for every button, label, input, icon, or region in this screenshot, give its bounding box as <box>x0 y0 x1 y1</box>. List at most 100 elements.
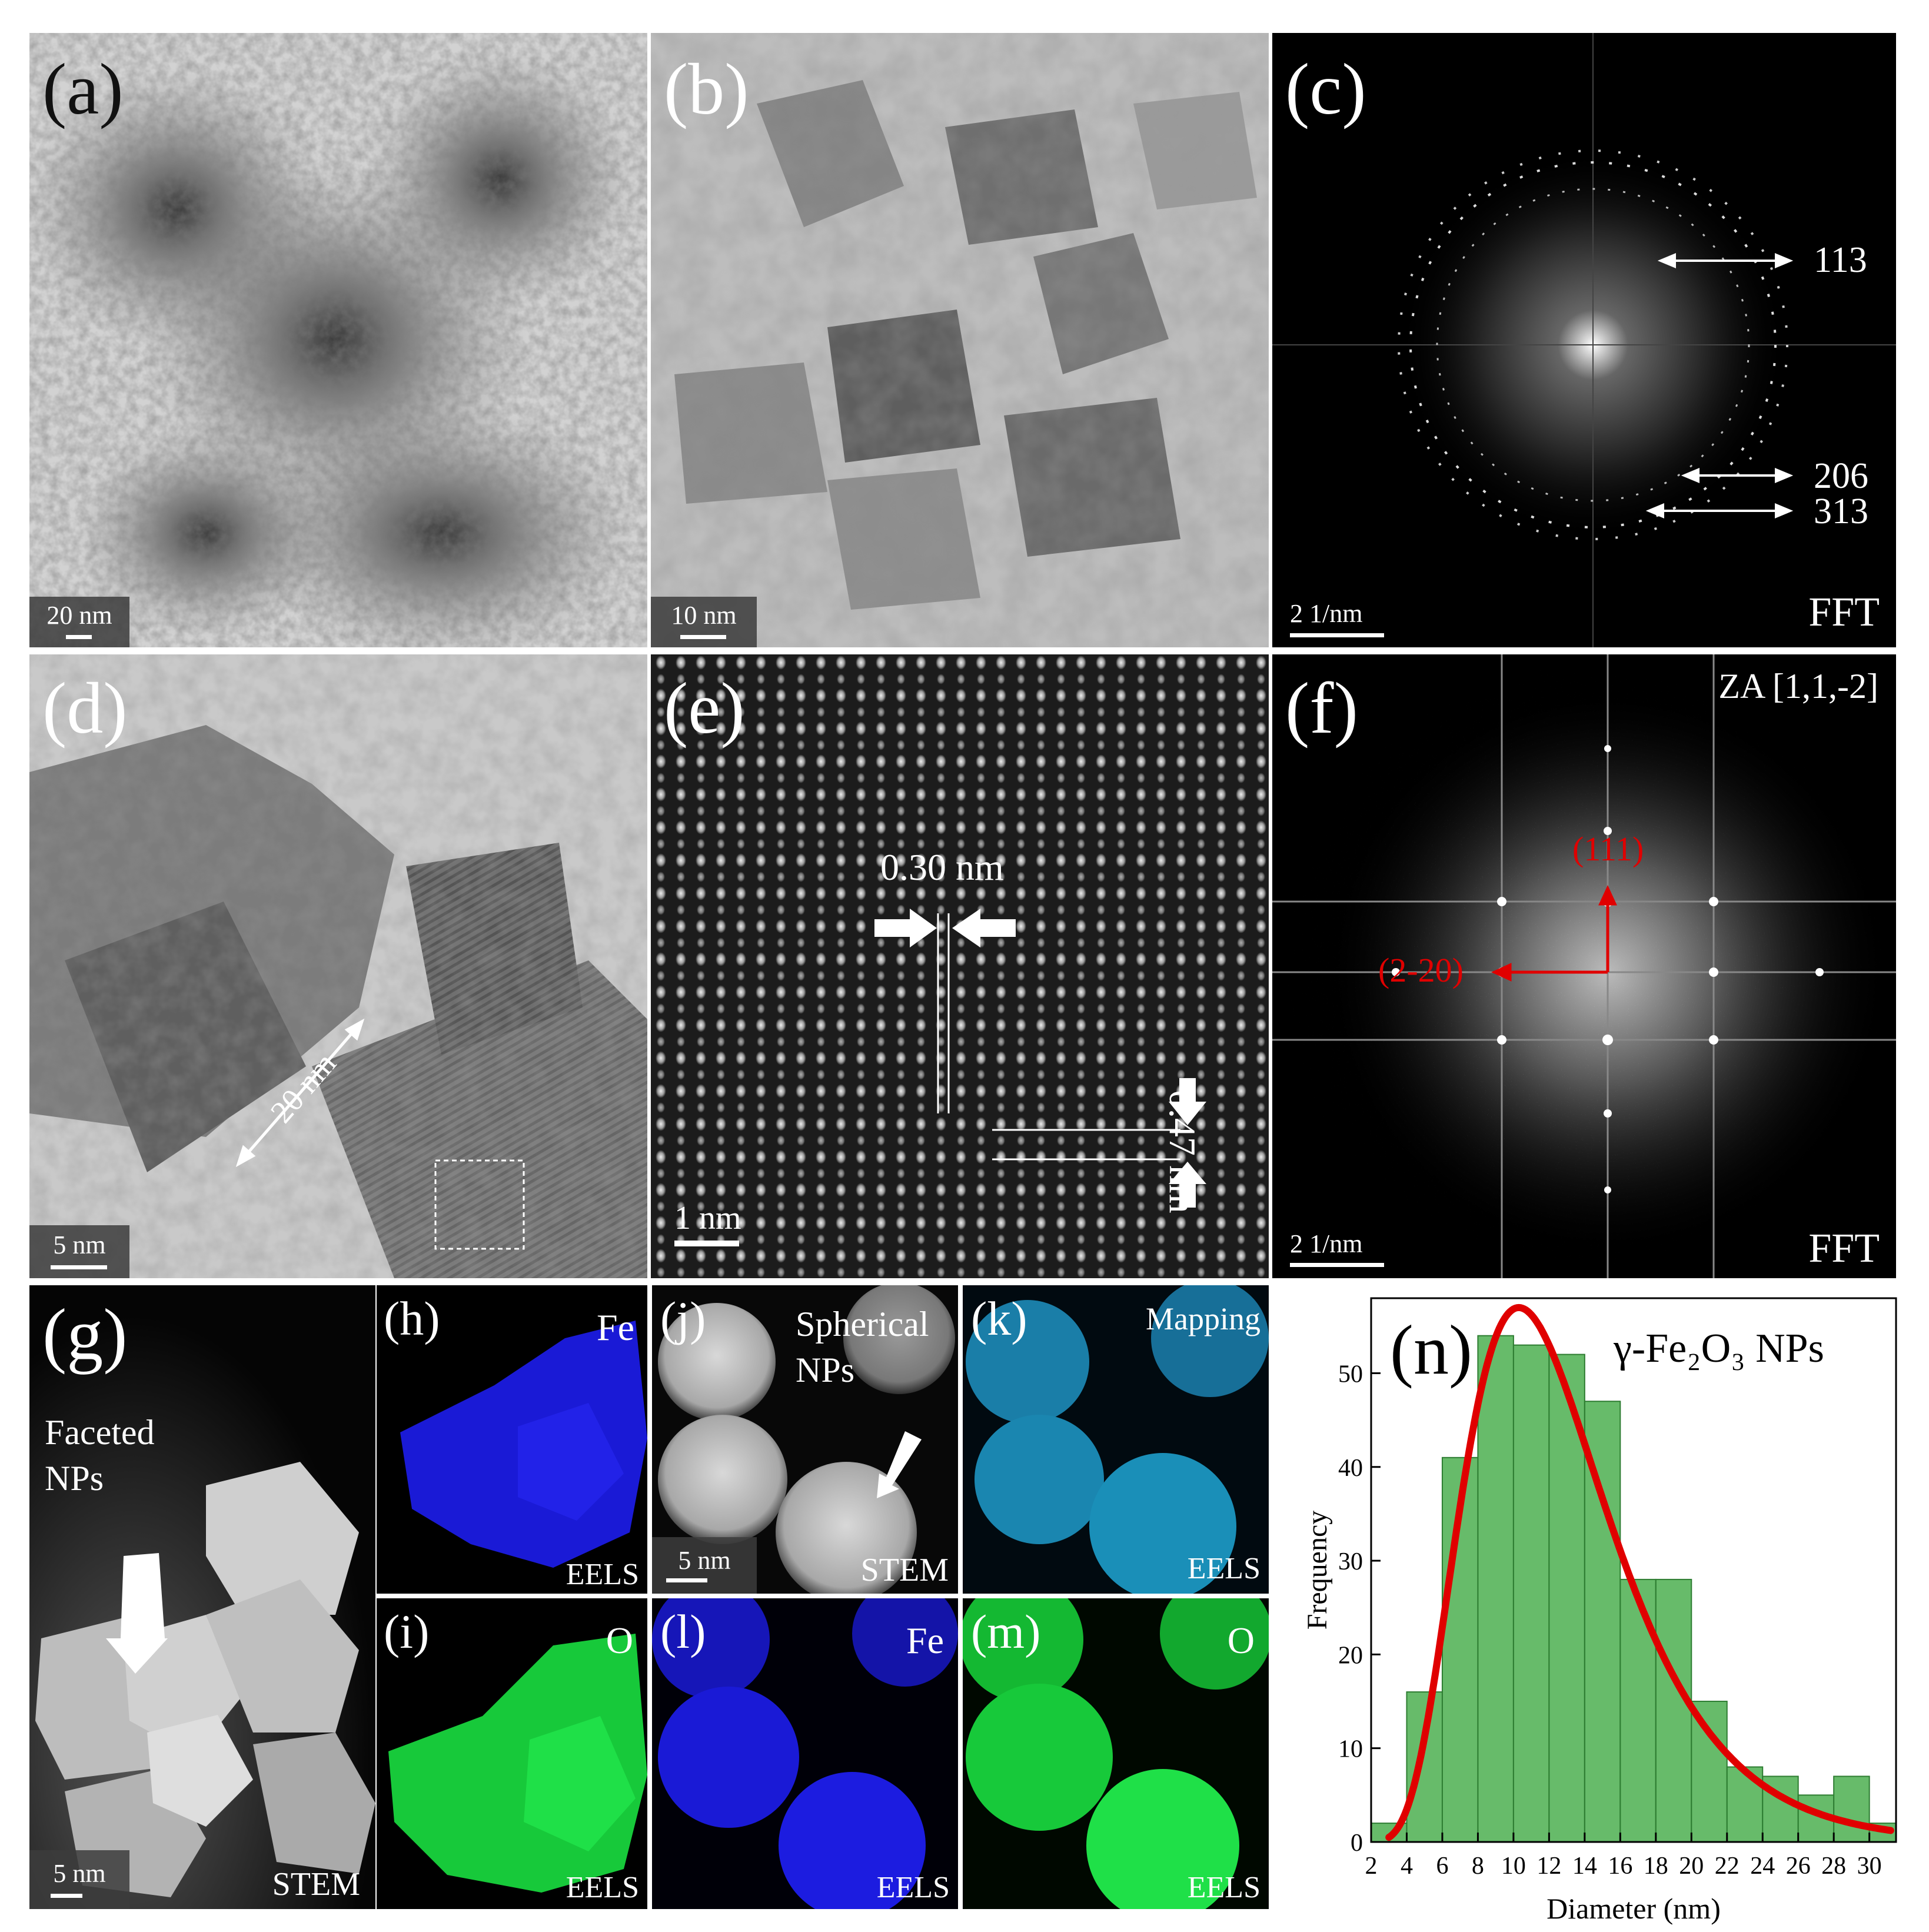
y-tick-label: 0 <box>1351 1830 1363 1857</box>
histogram-bar <box>1691 1701 1728 1843</box>
x-tick-label: 12 <box>1536 1853 1561 1880</box>
element-label-i: O <box>606 1620 633 1661</box>
scale-bar-text-d: 5 nm <box>53 1231 106 1259</box>
panel-k: (k) Mapping EELS <box>963 1285 1269 1594</box>
histogram-bar <box>1833 1775 1870 1843</box>
panel-a: (a) 20 nm <box>29 33 647 647</box>
x-tick-label: 16 <box>1608 1853 1632 1880</box>
eels-tag-l: EELS <box>876 1871 950 1904</box>
panel-c: (c) 113 206 313 FFT 2 1/nm <box>1272 33 1896 647</box>
panel-d: (d) 20 nm 5 nm <box>29 654 647 1278</box>
fit-curve <box>1385 1303 1894 1841</box>
x-tick-label: 8 <box>1472 1853 1484 1880</box>
panel-label-k: (k) <box>971 1292 1027 1345</box>
element-label-h: Fe <box>597 1306 634 1348</box>
fft-image-c <box>1272 33 1896 647</box>
stem-image-j <box>652 1285 958 1594</box>
scale-bar-d: 5 nm <box>29 1225 129 1278</box>
panel-m: (m) O EELS <box>963 1598 1269 1909</box>
fft-image-f <box>1272 654 1896 1278</box>
panel-l: (l) Fe EELS <box>652 1598 958 1909</box>
ring-arrows <box>1645 253 1794 518</box>
panel-label-a: (a) <box>42 49 124 129</box>
y-axis-label: Frequency <box>1302 1511 1333 1630</box>
histogram-bar <box>1512 1344 1550 1843</box>
panel-n: 2 4 6 8 10 12 14 16 18 20 22 24 26 28 30 0 10 20 30 40 50 Fr… <box>1272 1285 1920 1932</box>
spacing-label-030: 0.30 nm <box>880 846 1004 888</box>
x-tick-label: 24 <box>1750 1853 1775 1880</box>
x-tick-label: 30 <box>1857 1853 1882 1880</box>
panel-f: (f) ZA [1,1,-2] (111) (2-20) FFT 2 1/nm <box>1272 654 1896 1278</box>
histogram-bar <box>1477 1335 1514 1843</box>
y-tick-label: 50 <box>1338 1361 1363 1388</box>
x-tick-label: 10 <box>1501 1853 1526 1880</box>
histogram-bar <box>1655 1578 1692 1843</box>
x-tick-label: 14 <box>1572 1853 1597 1880</box>
panel-label-i: (i) <box>384 1605 430 1658</box>
plot-frame <box>1370 1297 1897 1843</box>
panel-label-h: (h) <box>384 1292 440 1345</box>
scale-bar-j: 5 nm <box>652 1537 757 1594</box>
panel-i: (i) O EELS <box>377 1598 647 1909</box>
x-tick-label: 28 <box>1821 1853 1846 1880</box>
eels-tag-k: EELS <box>1187 1552 1260 1585</box>
lattice-image-e <box>651 654 1269 1278</box>
x-tick-label: 6 <box>1436 1853 1448 1880</box>
panel-label-j: (j) <box>660 1292 706 1345</box>
eels-tag-m: EELS <box>1187 1871 1260 1904</box>
scale-bar-b: 10 nm <box>651 597 757 647</box>
panel-label-c: (c) <box>1285 49 1366 129</box>
panel-g: (g) Faceted NPs STEM 5 nm <box>29 1285 375 1909</box>
panel-label-m: (m) <box>971 1605 1041 1658</box>
histogram-bar <box>1406 1691 1443 1843</box>
element-label-m: O <box>1227 1620 1255 1661</box>
panel-b: (b) 10 nm <box>651 33 1269 647</box>
panel-label-g: (g) <box>42 1294 128 1375</box>
scale-bar-g: 5 nm <box>29 1850 129 1909</box>
scale-bar-text-j: 5 nm <box>678 1546 731 1575</box>
ring-label-206: 206 <box>1814 456 1868 496</box>
y-tick-label: 10 <box>1338 1736 1363 1763</box>
spot-label-111: (111) <box>1572 830 1644 868</box>
eels-map-l <box>652 1598 958 1909</box>
scale-bar-line-c <box>1290 633 1384 637</box>
note-faceted-line1: Faceted <box>45 1413 155 1452</box>
hrtem-image-d <box>29 654 647 1278</box>
eels-map-h <box>377 1285 647 1594</box>
element-label-k: Mapping <box>1146 1301 1260 1336</box>
ring-label-313: 313 <box>1814 491 1868 531</box>
stem-tag-j: STEM <box>860 1552 949 1588</box>
panel-label-d: (d) <box>42 668 128 749</box>
histogram-bar <box>1584 1401 1621 1843</box>
stem-image-g <box>29 1285 375 1909</box>
panel-label-l: (l) <box>660 1605 706 1658</box>
chart-bars <box>1371 1335 1897 1843</box>
histogram-bar <box>1619 1578 1657 1843</box>
x-axis-label: Diameter (nm) <box>1546 1892 1721 1925</box>
y-tick-label: 30 <box>1338 1548 1363 1575</box>
eels-map-k <box>963 1285 1269 1594</box>
element-label-l: Fe <box>906 1620 944 1661</box>
x-tick-label: 18 <box>1644 1853 1668 1880</box>
ring-label-113: 113 <box>1814 240 1867 280</box>
tem-image-b <box>651 33 1269 647</box>
panel-h: (h) Fe EELS <box>377 1285 647 1594</box>
scale-bar-line-f <box>1290 1263 1384 1267</box>
panel-e: (e) 0.30 nm 0.47 nm 1 nm <box>651 654 1269 1278</box>
eels-tag-h: EELS <box>566 1558 639 1591</box>
x-tick-label: 2 <box>1365 1853 1378 1880</box>
note-spherical-line2: NPs <box>796 1351 855 1389</box>
note-faceted-line2: NPs <box>45 1459 104 1498</box>
scale-bar-text-c: 2 1/nm <box>1290 599 1363 628</box>
scale-bar-text-f: 2 1/nm <box>1290 1229 1363 1258</box>
eels-map-i <box>377 1598 647 1909</box>
panel-label-b: (b) <box>664 49 749 129</box>
y-tick-label: 40 <box>1338 1455 1363 1482</box>
y-tick-label: 20 <box>1338 1642 1363 1669</box>
scale-bar-text-e: 1 nm <box>674 1200 741 1236</box>
zone-axis-label: ZA [1,1,-2] <box>1718 667 1878 706</box>
stem-tag-g: STEM <box>272 1866 360 1903</box>
x-tick-label: 26 <box>1786 1853 1811 1880</box>
